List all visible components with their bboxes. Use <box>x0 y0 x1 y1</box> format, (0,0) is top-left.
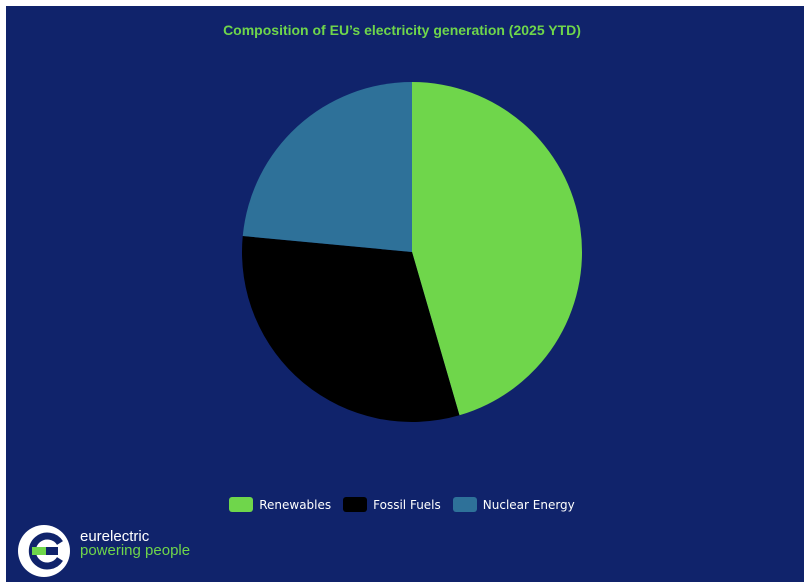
legend-swatch-nuclear-energy <box>453 497 477 512</box>
legend-item-fossil-fuels[interactable]: Fossil Fuels <box>343 497 441 512</box>
legend-label-fossil-fuels: Fossil Fuels <box>373 498 441 512</box>
legend-label-nuclear-energy: Nuclear Energy <box>483 498 575 512</box>
chart-legend: Renewables Fossil Fuels Nuclear Energy <box>0 497 804 512</box>
legend-swatch-renewables <box>229 497 253 512</box>
legend-swatch-fossil-fuels <box>343 497 367 512</box>
legend-label-renewables: Renewables <box>259 498 331 512</box>
pie-slice-nuclear-energy[interactable] <box>243 82 412 252</box>
logo-tagline: powering people <box>80 543 190 559</box>
legend-item-nuclear-energy[interactable]: Nuclear Energy <box>453 497 575 512</box>
eurelectric-logo: eurelectric powering people <box>18 523 218 579</box>
eurelectric-e-logo-icon <box>18 523 74 579</box>
legend-item-renewables[interactable]: Renewables <box>229 497 331 512</box>
